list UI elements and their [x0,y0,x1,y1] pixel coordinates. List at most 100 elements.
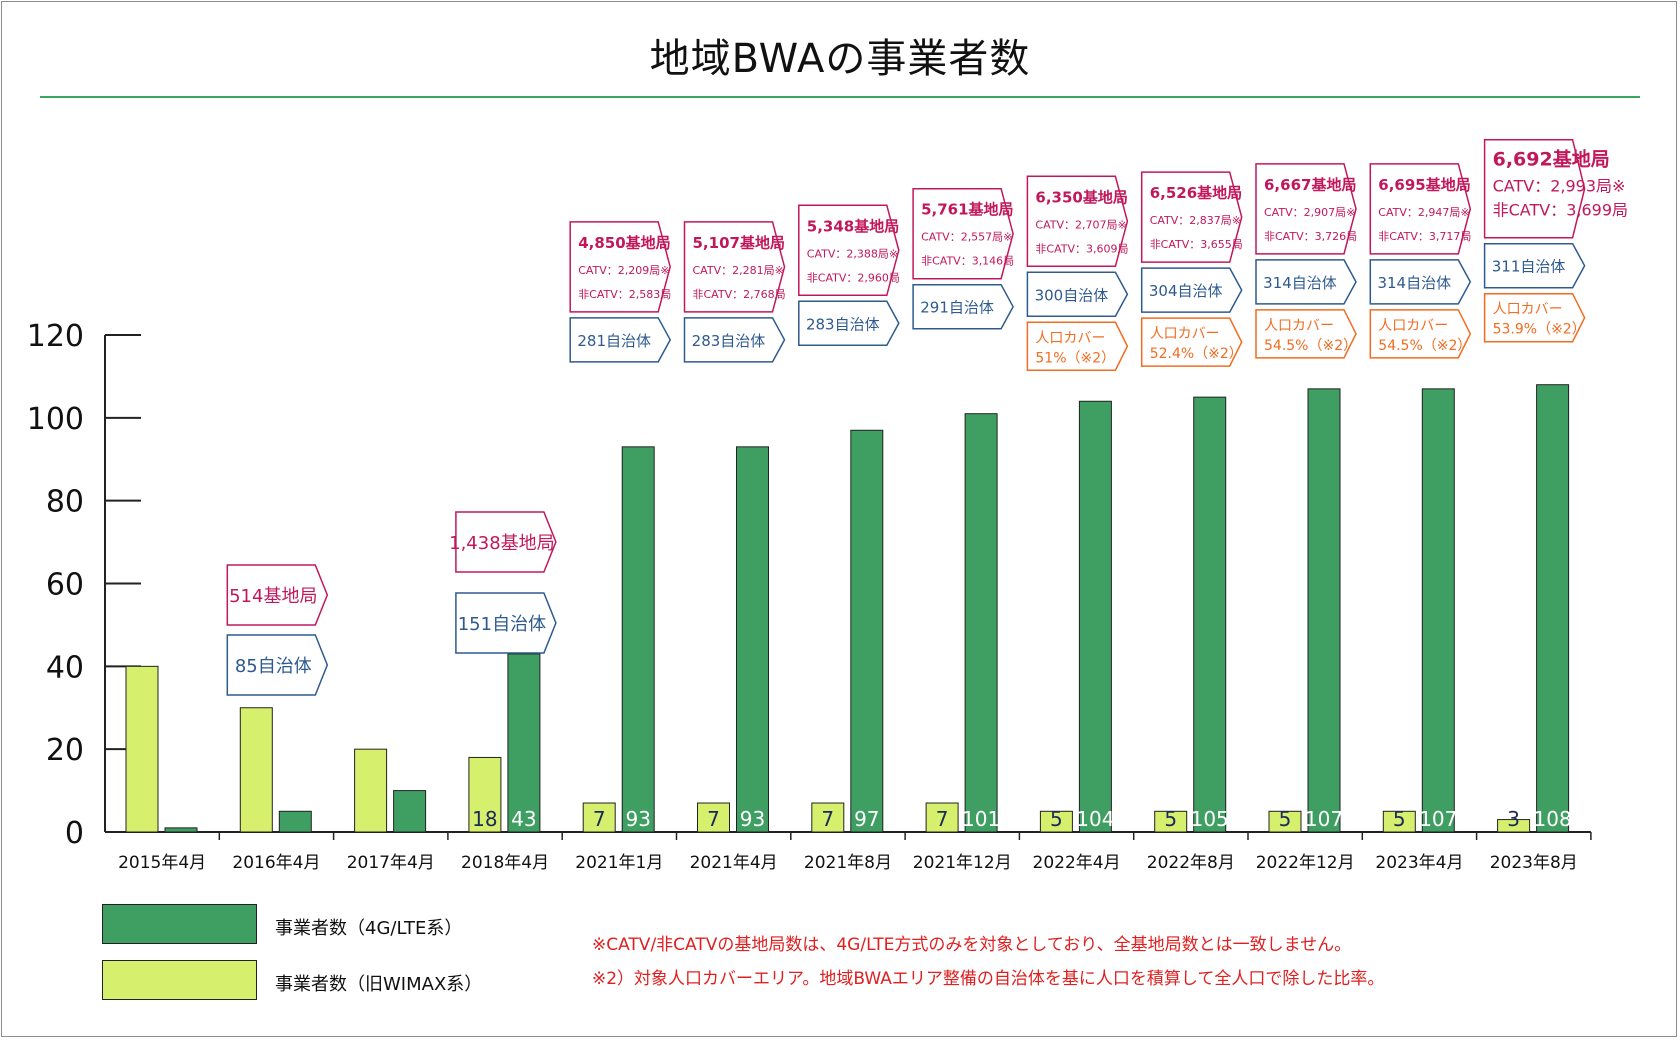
municipalities-label: 283自治体 [692,332,766,350]
wimax-bar [811,802,845,833]
stations-label: 4,850基地局 [578,234,670,252]
chart-title: 地域BWAの事業者数 [649,36,1031,82]
stations-box [912,187,1014,280]
legend-label-wimax: 事業者数（旧WIMAX系） [275,974,483,995]
stations-label: 6,692基地局 [1493,148,1610,171]
stations-box [1369,163,1472,255]
x-tick-label: 2021年8月 [804,853,892,873]
stations-label: 6,695基地局 [1378,176,1470,194]
wimax-value-label: 7 [593,807,606,831]
lte-value-label: 93 [740,807,765,831]
y-tick-label: 80 [46,485,84,520]
y-tick-label: 100 [27,402,84,437]
municipalities-box [1255,259,1357,305]
noncatv-label: 非CATV：2,768局 [693,288,786,301]
x-tick-label: 2021年1月 [575,853,663,873]
coverage-value: 52.4%（※2） [1150,346,1243,362]
stations-label: 514基地局 [229,586,317,607]
noncatv-label: 非CATV：3,609局 [1035,242,1128,255]
municipalities-label: 300自治体 [1035,286,1109,304]
catv-label: CATV：2,707局※ [1035,218,1126,231]
x-tick-label: 2023年4月 [1375,853,1463,873]
lte-bar [850,429,884,833]
municipalities-box [683,317,786,363]
wimax-bar [697,802,730,833]
lte-bar [507,653,541,833]
stations-label: 6,667基地局 [1264,176,1356,194]
coverage-box [1483,292,1586,343]
noncatv-label: 非CATV：3,655局 [1150,238,1243,251]
wimax-bar [925,802,959,833]
wimax-bar [1497,819,1531,833]
coverage-value: 53.9%（※2） [1493,322,1586,338]
wimax-value-label: 5 [1279,807,1292,831]
legend-swatch-wimax [102,960,257,1000]
coverage-box [1026,321,1129,372]
x-tick-label: 2022年4月 [1033,853,1121,873]
wimax-bar [1154,810,1188,833]
catv-label: CATV：2,993局※ [1493,177,1626,196]
stations-box [683,221,786,313]
title-divider [40,96,1640,98]
municipalities-label: 291自治体 [920,299,994,317]
wimax-value-label: 5 [1164,807,1177,831]
lte-bar [621,446,655,833]
stations-label: 1,438基地局 [449,533,555,554]
noncatv-label: 非CATV：3,146局 [921,255,1014,268]
lte-bar [278,810,312,833]
wimax-bar [468,756,502,833]
catv-label: CATV：2,907局※ [1264,206,1355,219]
x-tick-label: 2022年12月 [1256,853,1355,873]
lte-bar [964,413,998,833]
stations-label: 5,761基地局 [921,201,1013,219]
municipalities-label: 85自治体 [235,656,312,677]
coverage-box [1140,317,1243,367]
wimax-value-label: 18 [472,807,497,831]
coverage-title: 人口カバー [1264,318,1334,334]
lte-value-label: 43 [511,807,536,831]
x-tick-label: 2022年8月 [1147,853,1235,873]
stations-box [569,221,671,313]
wimax-value-label: 3 [1507,807,1520,831]
lte-value-label: 97 [854,807,879,831]
x-tick-label: 2018年4月 [461,853,549,873]
y-tick-label: 60 [46,568,84,603]
footnote-catv: ※CATV/非CATVの基地局数は、4G/LTE方式のみを対象としており、全基地… [592,935,1352,955]
municipalities-label: 304自治体 [1149,282,1223,300]
lte-bar [393,790,427,833]
coverage-value: 54.5%（※2） [1378,338,1471,354]
noncatv-label: 非CATV：3,726局 [1264,230,1357,243]
stations-label: 5,348基地局 [807,217,899,235]
municipalities-label: 314自治体 [1377,274,1451,292]
stations-label: 5,107基地局 [693,234,785,252]
lte-value-label: 107 [1419,807,1457,831]
municipalities-box [226,634,329,696]
stations-label: 6,526基地局 [1150,184,1242,202]
x-tick-label: 2017年4月 [347,853,435,873]
stations-label: 6,350基地局 [1035,188,1127,206]
lte-bar [1421,388,1455,833]
municipalities-label: 283自治体 [806,315,880,333]
lte-bar [1536,384,1570,833]
wimax-value-label: 5 [1393,807,1406,831]
coverage-box [1369,309,1472,359]
lte-value-label: 104 [1076,807,1114,831]
catv-label: CATV：2,837局※ [1150,214,1241,227]
wimax-bar [125,665,159,833]
coverage-title: 人口カバー [1035,330,1105,346]
footnote-coverage: ※2）対象人口カバーエリア。地域BWAエリア整備の自治体を基に人口を積算して全人… [592,969,1385,989]
y-tick-label: 40 [46,650,84,685]
noncatv-label: 非CATV：2,583局 [578,288,671,301]
noncatv-label: 非CATV：3,699局 [1493,201,1628,220]
noncatv-label: 非CATV：3,717局 [1378,230,1471,243]
x-tick-label: 2023年8月 [1490,853,1578,873]
lte-value-label: 105 [1191,807,1229,831]
municipalities-box [912,283,1014,330]
noncatv-label: 非CATV：2,960局 [807,271,900,284]
municipalities-box [1483,242,1586,289]
wimax-value-label: 7 [707,807,720,831]
wimax-bar [1382,810,1416,833]
y-tick-label: 20 [46,733,84,768]
coverage-title: 人口カバー [1150,326,1220,342]
